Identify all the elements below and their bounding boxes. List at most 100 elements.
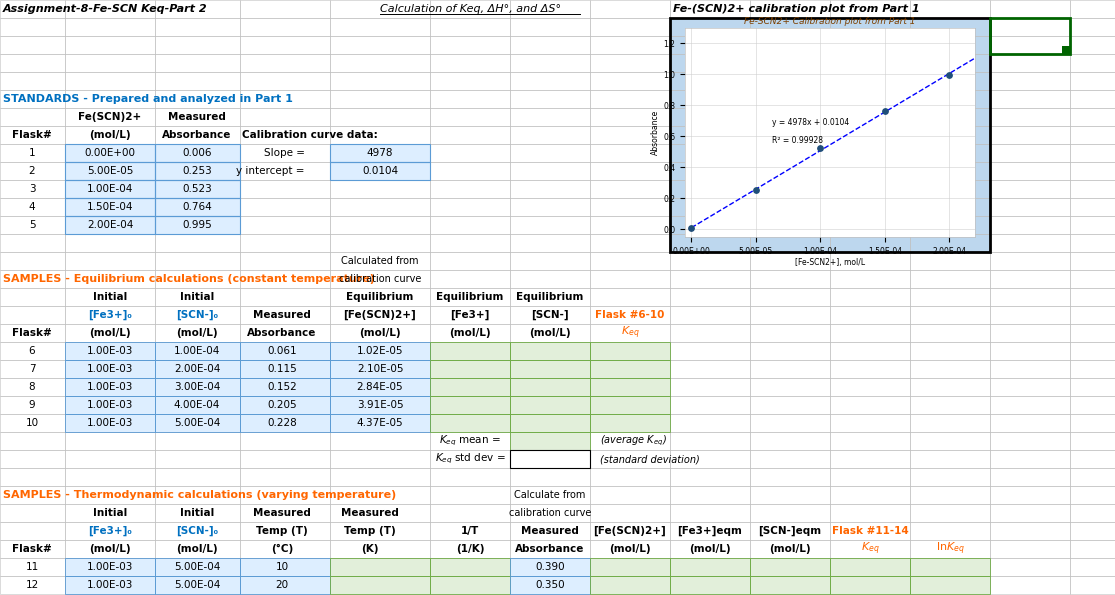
Bar — [830, 252, 910, 270]
Bar — [240, 54, 330, 72]
Bar — [830, 288, 910, 306]
Bar — [430, 306, 510, 324]
Bar — [1070, 270, 1115, 288]
Bar — [830, 342, 910, 360]
Bar — [510, 396, 590, 414]
Bar — [330, 360, 430, 378]
Bar — [1070, 180, 1115, 198]
Bar — [590, 432, 670, 450]
Bar — [0, 54, 65, 72]
Bar — [155, 306, 240, 324]
Text: 1/T: 1/T — [460, 526, 479, 536]
Bar — [590, 288, 670, 306]
Bar — [510, 378, 590, 396]
Bar — [430, 504, 510, 522]
Bar — [0, 450, 65, 468]
Bar — [430, 54, 510, 72]
Bar — [430, 108, 510, 126]
Bar — [910, 522, 990, 540]
Text: [SCN-]: [SCN-] — [531, 310, 569, 320]
Bar — [1070, 486, 1115, 504]
Bar — [65, 216, 155, 234]
Bar — [990, 522, 1070, 540]
Bar — [750, 180, 830, 198]
Bar — [590, 504, 670, 522]
Bar — [590, 450, 670, 468]
Bar — [590, 558, 670, 576]
Bar — [670, 162, 750, 180]
Bar — [430, 144, 510, 162]
Bar — [0, 234, 65, 252]
Bar — [1070, 558, 1115, 576]
Bar — [990, 252, 1070, 270]
Bar — [1070, 234, 1115, 252]
Bar — [330, 414, 430, 432]
Text: Assignment-8-Fe-SCN Keq-Part 2: Assignment-8-Fe-SCN Keq-Part 2 — [3, 4, 207, 14]
Bar — [510, 378, 590, 396]
Bar — [590, 162, 670, 180]
Bar — [510, 198, 590, 216]
Bar — [0, 108, 65, 126]
Bar — [990, 54, 1070, 72]
Bar — [330, 108, 430, 126]
Text: 1.00E-03: 1.00E-03 — [87, 346, 133, 356]
Text: calibration curve: calibration curve — [508, 508, 591, 518]
Bar — [830, 378, 910, 396]
Bar — [910, 108, 990, 126]
Bar — [670, 342, 750, 360]
Text: 0.006: 0.006 — [182, 148, 212, 158]
Bar — [155, 396, 240, 414]
Bar — [240, 288, 330, 306]
Text: 0.0104: 0.0104 — [362, 166, 398, 176]
Bar — [240, 252, 330, 270]
Bar — [330, 342, 430, 360]
Bar — [430, 414, 510, 432]
Bar — [430, 270, 510, 288]
Bar — [65, 198, 155, 216]
Bar — [510, 558, 590, 576]
Bar — [240, 144, 330, 162]
Bar — [750, 576, 830, 594]
Bar — [830, 450, 910, 468]
Bar — [65, 306, 155, 324]
Bar — [910, 486, 990, 504]
Bar — [65, 414, 155, 432]
Bar — [0, 414, 65, 432]
Bar — [750, 540, 830, 558]
Bar — [155, 540, 240, 558]
Bar — [590, 72, 670, 90]
Bar — [990, 396, 1070, 414]
Bar — [1070, 324, 1115, 342]
Bar — [330, 180, 430, 198]
Text: 0.390: 0.390 — [535, 562, 565, 572]
Bar — [750, 18, 830, 36]
Bar — [830, 216, 910, 234]
Bar — [1070, 54, 1115, 72]
Bar — [0, 180, 65, 198]
Bar — [990, 306, 1070, 324]
Bar — [510, 234, 590, 252]
Bar — [510, 540, 590, 558]
Bar — [590, 144, 670, 162]
Bar — [65, 450, 155, 468]
Text: 0.152: 0.152 — [268, 382, 297, 392]
Bar — [240, 414, 330, 432]
Bar — [510, 414, 590, 432]
Bar — [910, 126, 990, 144]
Bar — [430, 486, 510, 504]
Bar — [240, 162, 330, 180]
Bar — [750, 378, 830, 396]
Bar — [330, 54, 430, 72]
Bar — [590, 360, 670, 378]
Bar — [670, 522, 750, 540]
Bar — [910, 198, 990, 216]
Bar — [830, 72, 910, 90]
Bar — [990, 234, 1070, 252]
Bar — [0, 468, 65, 486]
Bar — [155, 270, 240, 288]
Bar — [430, 180, 510, 198]
Bar — [510, 288, 590, 306]
Bar — [65, 414, 155, 432]
Bar — [510, 90, 590, 108]
Text: 20: 20 — [275, 580, 289, 590]
